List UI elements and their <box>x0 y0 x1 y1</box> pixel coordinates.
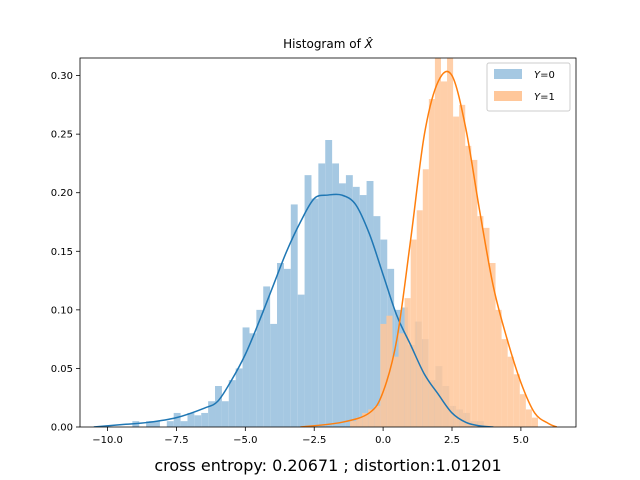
y-tick-label: 0.25 <box>51 130 73 141</box>
series-y0-bin-23 <box>304 175 312 427</box>
x-tick-label: −7.5 <box>164 435 188 446</box>
series-y1-bin-27 <box>513 374 520 427</box>
series-y1-bin-10 <box>410 239 417 427</box>
series-y0-bin-5 <box>180 421 188 427</box>
series-y1-bin-19 <box>465 145 472 427</box>
plot-area <box>93 58 558 427</box>
series-y0-bin-20 <box>283 268 291 427</box>
y-tick-label: 0.30 <box>51 71 73 82</box>
series-y1-bin-21 <box>477 216 484 427</box>
series-y0-bin-9 <box>208 401 216 427</box>
legend: Y=0 Y=1 <box>486 62 571 112</box>
series-y1-bin-15 <box>440 81 448 427</box>
plot-frame <box>79 57 577 428</box>
series-y0-bin-11 <box>221 401 229 427</box>
x-tick-label: −5.0 <box>233 435 257 446</box>
y-axis: 0.00 0.05 0.10 0.15 0.20 0.25 0.30 <box>51 71 80 434</box>
series-y1-bin-28 <box>519 394 526 427</box>
series-y1-bin-9 <box>404 298 411 427</box>
series-y1-bin-30 <box>531 417 538 427</box>
series-y0-bin-4 <box>173 412 181 427</box>
series-y1-bars <box>350 58 538 427</box>
series-y1-bin-7 <box>392 356 399 427</box>
x-tick-label: 2.5 <box>444 435 460 446</box>
legend-label-y0: Y=0 <box>534 70 555 81</box>
x-tick-label: 5.0 <box>513 435 529 446</box>
series-y0-bin-16 <box>256 309 264 427</box>
y-tick-label: 0.15 <box>51 247 73 258</box>
series-y0-bin-29 <box>345 175 353 427</box>
legend-label-y1: Y=1 <box>534 92 555 103</box>
series-y0-bin-6 <box>187 412 195 427</box>
series-y0-bin-28 <box>339 183 346 427</box>
series-y1-bin-18 <box>459 104 466 427</box>
legend-swatch-y1 <box>494 91 522 101</box>
x-tick-label: 0.0 <box>375 435 391 446</box>
series-y1-bin-4 <box>374 405 381 427</box>
series-y1-bin-2 <box>362 412 369 427</box>
series-y1-bin-1 <box>356 417 363 427</box>
x-axis-caption: cross entropy: 0.20671 ; distortion:1.01… <box>154 456 501 475</box>
series-y1-bin-26 <box>507 356 514 427</box>
series-y1-density-line <box>300 70 558 427</box>
series-y0-bin-14 <box>242 327 250 427</box>
series-y1-bin-29 <box>525 409 532 427</box>
series-y0-bin-26 <box>325 140 333 427</box>
series-y1-bin-0 <box>350 421 357 427</box>
y-tick-label: 0.05 <box>51 364 73 375</box>
series-y0-bin-31 <box>359 195 367 427</box>
series-y1-bin-23 <box>489 263 496 427</box>
series-y0-bin-24 <box>311 198 319 427</box>
y-tick-label: 0.10 <box>51 305 73 316</box>
series-y0-bin-21 <box>290 204 298 427</box>
y-tick-label: 0.20 <box>51 188 73 199</box>
y-tick-label: 0.00 <box>51 423 73 434</box>
series-y0-bin-13 <box>235 368 243 427</box>
series-y0-bin-30 <box>352 186 360 427</box>
series-y0-bin-3 <box>166 421 174 427</box>
series-y1-bin-22 <box>483 227 490 427</box>
series-y1-bin-14 <box>434 58 441 427</box>
series-y0-bin-18 <box>270 323 278 427</box>
series-y0-bin-1 <box>146 421 154 427</box>
series-y1-bin-17 <box>453 116 460 427</box>
series-y0-density-line <box>93 193 494 427</box>
series-y0-bin-32 <box>366 181 374 427</box>
series-y0-bin-7 <box>194 415 202 427</box>
series-y0-bin-25 <box>318 163 326 427</box>
series-y1-bin-12 <box>422 169 429 427</box>
series-y1-bin-16 <box>447 58 454 427</box>
series-y0-bin-12 <box>228 380 236 427</box>
x-axis: −10.0 −7.5 −5.0 −2.5 0.0 2.5 5.0 <box>92 427 529 446</box>
series-y0-bin-19 <box>277 263 284 427</box>
series-y1-bin-3 <box>368 409 375 427</box>
legend-swatch-y0 <box>494 69 522 79</box>
series-y0-bin-27 <box>332 163 340 427</box>
series-y0-bin-10 <box>215 386 222 427</box>
series-y1-bin-25 <box>501 339 508 427</box>
series-y0-bin-8 <box>201 412 209 427</box>
series-y0-bin-2 <box>153 421 160 427</box>
series-y1-bin-24 <box>495 309 502 427</box>
series-y1-bin-5 <box>380 323 387 427</box>
x-tick-label: −2.5 <box>302 435 326 446</box>
series-y1-bin-20 <box>471 159 478 427</box>
chart-title: Histogram of X̂ <box>283 37 373 51</box>
series-y1-bin-11 <box>416 210 423 427</box>
series-y0-bin-17 <box>263 286 271 427</box>
series-y1-bin-8 <box>398 333 405 427</box>
series-y1-bin-13 <box>428 99 435 427</box>
series-y0-bin-33 <box>373 216 381 427</box>
x-tick-label: −10.0 <box>92 435 123 446</box>
series-y0-bin-22 <box>297 294 305 427</box>
series-y0-bin-15 <box>249 333 257 427</box>
